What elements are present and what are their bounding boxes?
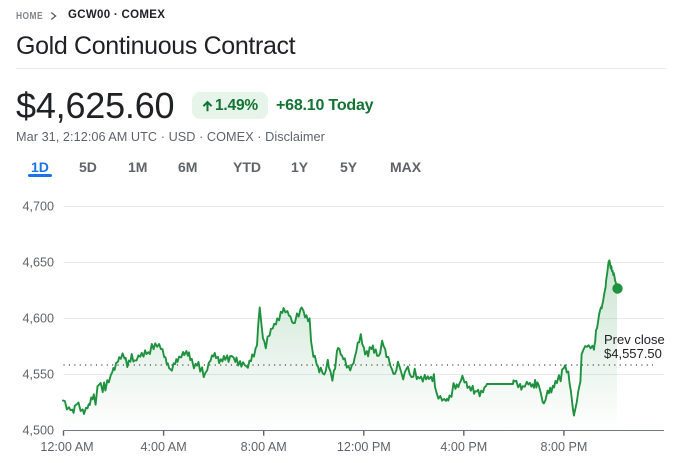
svg-text:4,600: 4,600 bbox=[22, 312, 54, 326]
svg-text:$4,557.50: $4,557.50 bbox=[604, 346, 662, 361]
svg-text:4,500: 4,500 bbox=[22, 424, 54, 438]
svg-text:4:00 AM: 4:00 AM bbox=[140, 440, 186, 454]
svg-text:4:00 PM: 4:00 PM bbox=[440, 440, 487, 454]
svg-text:8:00 PM: 8:00 PM bbox=[540, 440, 587, 454]
svg-text:4,550: 4,550 bbox=[22, 368, 54, 382]
svg-text:8:00 AM: 8:00 AM bbox=[241, 440, 287, 454]
svg-text:12:00 PM: 12:00 PM bbox=[337, 440, 391, 454]
svg-text:4,650: 4,650 bbox=[22, 256, 54, 270]
svg-text:4,700: 4,700 bbox=[22, 200, 54, 214]
svg-text:Prev close: Prev close bbox=[604, 332, 665, 347]
svg-text:12:00 AM: 12:00 AM bbox=[40, 440, 93, 454]
